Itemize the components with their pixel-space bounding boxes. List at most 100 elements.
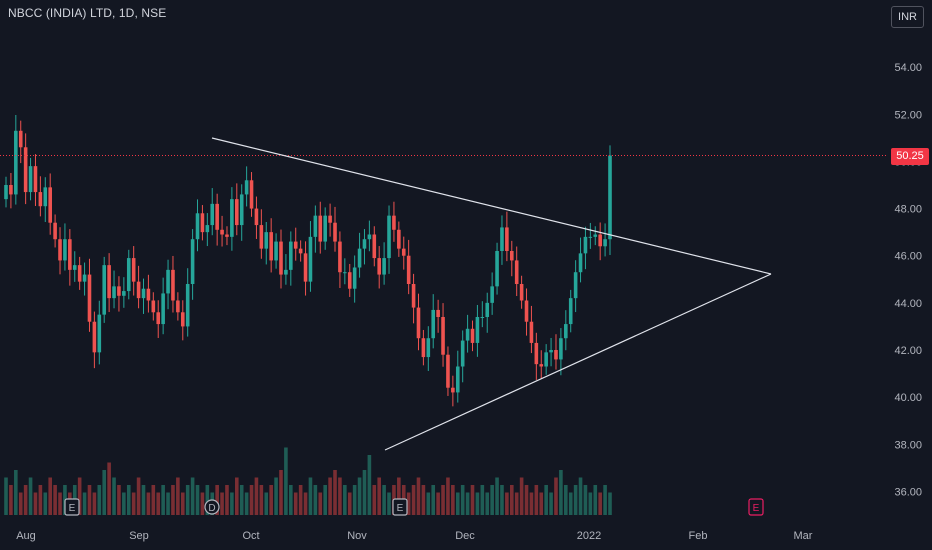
candle-body	[514, 260, 519, 284]
volume-bar	[534, 485, 539, 515]
price-tick-label: 54.00	[894, 62, 922, 74]
candle-body	[465, 328, 470, 341]
candle-body	[298, 248, 303, 254]
candle-body	[274, 241, 278, 261]
volume-bar	[166, 492, 170, 515]
volume-bar	[431, 485, 436, 515]
candle-body	[122, 291, 126, 296]
price-tick-label: 40.00	[894, 392, 922, 404]
volume-bar	[58, 492, 62, 515]
candle-body	[524, 300, 529, 322]
candle-body	[43, 187, 48, 207]
earnings-event-marker[interactable]: E	[64, 498, 80, 516]
candle-body	[195, 213, 200, 240]
candle-body	[480, 317, 485, 318]
volume-bar	[323, 485, 327, 515]
price-tick-label: 36.00	[894, 486, 922, 498]
candle-body	[205, 225, 210, 233]
candle-body	[23, 147, 28, 193]
candle-body	[382, 258, 386, 275]
candle-body	[259, 225, 264, 249]
candle-body	[161, 293, 165, 325]
volume-bar	[446, 477, 450, 515]
candle-body	[362, 239, 367, 249]
volume-bar	[318, 492, 323, 515]
volume-bar	[28, 477, 33, 515]
candle-body	[77, 265, 82, 282]
price-tick-label: 52.00	[894, 109, 922, 121]
volume-bar	[554, 477, 558, 515]
candle-body	[357, 248, 362, 268]
candle-body	[38, 192, 43, 207]
volume-bar	[239, 485, 244, 515]
volume-bar	[185, 485, 190, 515]
candlesticks	[4, 114, 612, 407]
earnings-event-marker[interactable]: E	[392, 498, 408, 516]
candle-body	[333, 222, 337, 242]
volume-bar	[102, 470, 107, 515]
candle-body	[446, 354, 450, 388]
volume-bar	[362, 470, 367, 515]
volume-bar	[549, 492, 553, 515]
volume-bar	[509, 485, 514, 515]
volume-bar	[406, 492, 411, 515]
volume-bar	[421, 485, 426, 515]
volume-bar	[274, 477, 278, 515]
volume-bar	[97, 485, 102, 515]
volume-bar	[465, 492, 470, 515]
volume-bar	[284, 447, 288, 515]
candle-body	[603, 239, 607, 247]
earnings-event-marker[interactable]: D	[204, 499, 220, 515]
volume-bar	[9, 485, 13, 515]
volume-bar	[338, 477, 342, 515]
volume-bar	[48, 477, 52, 515]
candle-body	[107, 265, 111, 299]
volume-bar	[603, 485, 607, 515]
candle-body	[490, 286, 494, 303]
candle-body	[455, 366, 460, 393]
candle-body	[431, 309, 436, 339]
candle-body	[190, 239, 195, 284]
volume-bar	[298, 485, 303, 515]
candle-body	[598, 234, 602, 247]
volume-bar	[141, 485, 146, 515]
candle-body	[441, 317, 445, 355]
candle-body	[215, 203, 219, 230]
volume-bar	[244, 492, 249, 515]
candle-body	[131, 258, 136, 282]
candle-body	[308, 236, 313, 282]
time-tick-label: 2022	[577, 530, 601, 542]
candle-body	[87, 274, 92, 322]
volume-bar	[205, 485, 210, 515]
event-marker-icon	[748, 498, 764, 516]
volume-bar	[171, 485, 175, 515]
event-marker-label: E	[69, 503, 76, 514]
volume-bar	[559, 470, 563, 515]
volume-bar	[215, 485, 219, 515]
volume-bar	[588, 492, 593, 515]
volume-bar	[230, 492, 234, 515]
symbol-label: NBCC (INDIA) LTD, 1D, NSE	[8, 6, 167, 20]
currency-button[interactable]: INR	[891, 6, 924, 28]
triangle-lower-trendline	[384, 273, 772, 451]
candle-body	[279, 241, 283, 275]
candle-body	[244, 180, 249, 195]
candle-body	[303, 253, 308, 282]
candle-body	[313, 215, 318, 237]
candle-body	[500, 227, 504, 251]
time-tick-label: Aug	[16, 530, 36, 542]
earnings-event-marker[interactable]: E	[748, 498, 764, 516]
volume-bar	[451, 485, 455, 515]
candle-body	[102, 265, 107, 315]
volume-bar	[43, 492, 48, 515]
candle-body	[112, 286, 116, 299]
time-tick-label: Dec	[455, 530, 475, 542]
last-price-value: 50.25	[896, 149, 924, 162]
volume-bar	[87, 485, 92, 515]
volume-bar	[303, 492, 308, 515]
time-tick-label: Sep	[129, 530, 149, 542]
candle-body	[97, 314, 102, 353]
candle-body	[9, 185, 13, 195]
candle-body	[608, 155, 612, 240]
